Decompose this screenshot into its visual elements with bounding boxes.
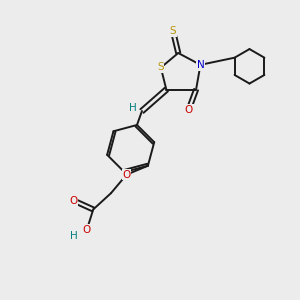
- Text: O: O: [69, 196, 77, 206]
- Text: H: H: [70, 231, 78, 241]
- Text: S: S: [157, 62, 164, 72]
- Text: N: N: [196, 60, 204, 70]
- Text: S: S: [169, 26, 176, 36]
- Text: O: O: [122, 170, 130, 180]
- Text: H: H: [129, 103, 137, 113]
- Text: O: O: [82, 225, 91, 235]
- Text: O: O: [184, 105, 193, 115]
